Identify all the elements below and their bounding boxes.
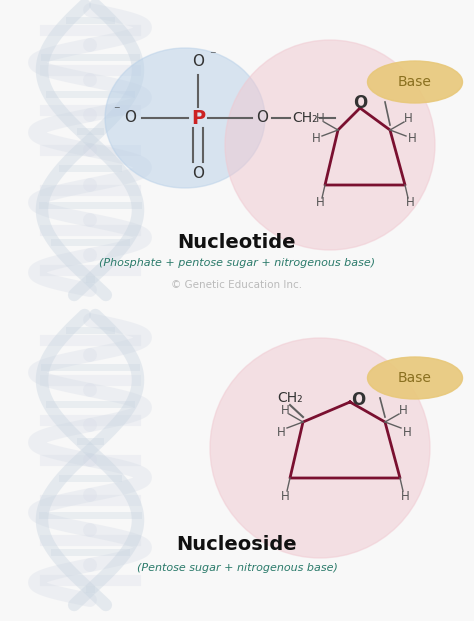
Text: H: H	[316, 196, 324, 209]
Text: O: O	[124, 111, 136, 125]
Text: (Phosphate + pentose sugar + nitrogenous base): (Phosphate + pentose sugar + nitrogenous…	[99, 258, 375, 268]
Text: H: H	[408, 132, 416, 145]
Text: O: O	[256, 111, 268, 125]
Text: O: O	[353, 94, 367, 112]
Text: H: H	[401, 489, 410, 502]
Circle shape	[210, 338, 430, 558]
Text: ⁻: ⁻	[113, 104, 119, 117]
Text: H: H	[311, 132, 320, 145]
Ellipse shape	[105, 48, 265, 188]
Circle shape	[225, 40, 435, 250]
Text: H: H	[406, 196, 414, 209]
Ellipse shape	[367, 357, 463, 399]
Ellipse shape	[367, 61, 463, 103]
Text: Base: Base	[398, 371, 432, 385]
Text: Nucleoside: Nucleoside	[177, 535, 297, 555]
Text: (Pentose sugar + nitrogenous base): (Pentose sugar + nitrogenous base)	[137, 563, 337, 573]
Text: CH₂: CH₂	[292, 111, 318, 125]
Text: P: P	[191, 109, 205, 127]
Text: CH₂: CH₂	[277, 391, 303, 405]
Text: H: H	[281, 404, 289, 417]
Text: © Genetic Education Inc.: © Genetic Education Inc.	[172, 280, 302, 290]
Text: O: O	[192, 55, 204, 70]
Text: H: H	[281, 489, 289, 502]
Text: Nucleotide: Nucleotide	[178, 232, 296, 252]
Text: H: H	[399, 404, 407, 417]
Text: H: H	[316, 112, 324, 124]
Text: H: H	[402, 425, 411, 438]
Text: H: H	[404, 112, 412, 124]
Text: O: O	[351, 391, 365, 409]
Text: O: O	[192, 166, 204, 181]
Text: H: H	[277, 425, 285, 438]
Text: Base: Base	[398, 75, 432, 89]
Text: ⁻: ⁻	[209, 50, 215, 63]
